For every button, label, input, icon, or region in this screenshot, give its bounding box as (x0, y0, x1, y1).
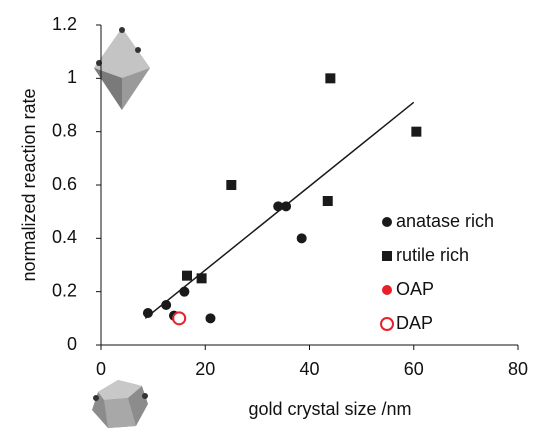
octahedron-icon (94, 27, 150, 110)
circle-marker (281, 201, 292, 212)
legend-label: rutile rich (396, 245, 469, 265)
y-tick-label: 0.2 (52, 280, 77, 300)
y-tick-label: 0.8 (52, 120, 77, 140)
y-tick-label: 1 (67, 67, 77, 87)
square-marker (325, 73, 336, 84)
y-tick-label: 0.4 (52, 227, 77, 247)
circle-marker (382, 285, 392, 295)
circle-marker (205, 313, 216, 324)
square-marker (411, 126, 422, 137)
y-tick-label: 0.6 (52, 174, 77, 194)
square-marker (196, 273, 207, 284)
x-tick-label: 80 (508, 359, 528, 379)
circle-marker (142, 308, 153, 318)
legend-label: anatase rich (396, 211, 494, 231)
square-marker (182, 270, 193, 281)
square-marker (226, 180, 237, 190)
x-tick-label: 40 (299, 359, 319, 379)
y-tick-label: 0 (67, 334, 77, 354)
truncated-icon (92, 380, 148, 428)
circle-marker (179, 286, 190, 297)
circle-marker (161, 300, 172, 310)
circle-marker (296, 233, 307, 244)
y-tick-label: 1.2 (52, 14, 77, 34)
legend-label: OAP (396, 279, 434, 299)
square-marker (322, 196, 333, 206)
legend-label: DAP (396, 313, 433, 333)
x-axis-label: gold crystal size /nm (248, 399, 411, 419)
x-tick-label: 0 (96, 359, 106, 379)
circle-marker (273, 201, 284, 212)
x-tick-label: 20 (195, 359, 215, 379)
y-axis-label: normalized reaction rate (19, 88, 39, 281)
circle-marker (382, 217, 392, 227)
square-marker (382, 251, 392, 261)
x-tick-label: 60 (404, 359, 424, 379)
circle-marker (380, 317, 394, 331)
circle-marker (172, 311, 187, 326)
